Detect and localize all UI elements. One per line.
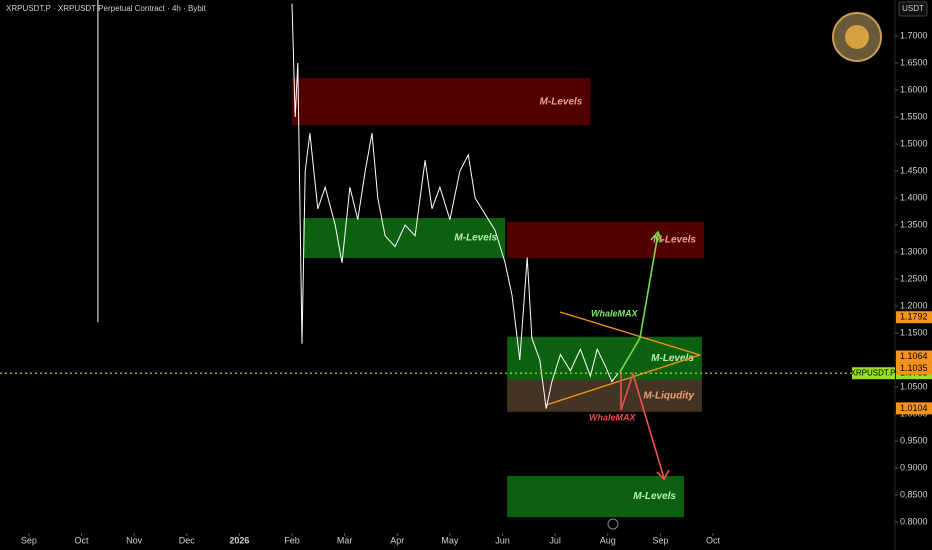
y-tick-label: 1.6000: [900, 84, 928, 94]
trend-line: [559, 311, 701, 356]
x-tick-label: Apr: [390, 535, 404, 545]
y-tick-label: 1.4000: [900, 192, 928, 202]
x-tick-label: Oct: [75, 535, 90, 545]
zone: [303, 217, 506, 258]
zone-label: M-Levels: [454, 233, 497, 244]
zone-label: M-Levels: [540, 96, 583, 107]
zone: [507, 221, 705, 258]
y-tick-label: 1.6500: [900, 57, 928, 67]
zone: [507, 476, 685, 518]
trend-line: [545, 354, 701, 406]
up-arrow-head: [650, 230, 663, 243]
price-line: [97, 0, 619, 409]
price-tag-label: 1.1035: [900, 363, 928, 373]
x-tick-label: May: [441, 535, 459, 545]
icon: [607, 518, 619, 530]
y-tick-label: 1.2500: [900, 273, 928, 283]
currency: USDT: [902, 4, 924, 13]
logo: [832, 12, 882, 62]
y-tick-label: 1.5500: [900, 111, 928, 121]
y-tick-label: 1.7000: [900, 30, 928, 40]
down-arrow: [620, 371, 665, 479]
price-tag-label: 1.1064: [900, 351, 928, 361]
zones: M-Levels M-Levels M-Levels M-Levels M-Liqudi…: [292, 78, 705, 518]
x-tick-label: Sep: [652, 535, 668, 545]
current-name-tag: [852, 367, 895, 380]
zone-label: M-Levels: [633, 491, 676, 502]
y-tick-label: 1.4500: [900, 165, 928, 175]
y-tick-label: 1.2000: [900, 300, 928, 310]
annotation: WhaleMAX: [591, 308, 639, 318]
price-tag: [896, 311, 932, 324]
x-tick-label: Jun: [495, 535, 510, 545]
price-tag-label: 1.1792: [900, 312, 928, 322]
y-tick-label: 0.9000: [900, 462, 928, 472]
zone: [292, 78, 591, 126]
current-name: XRPUSDT.P: [851, 368, 896, 377]
price-tag: [896, 362, 932, 375]
x-tick-label: 2026: [229, 535, 249, 545]
up-arrow: [619, 233, 659, 373]
y-tick-label: 0.8500: [900, 489, 928, 499]
currency-box: [898, 1, 928, 17]
x-tick-label: Jul: [549, 535, 561, 545]
down-arrow-head: [656, 469, 670, 481]
zone: [507, 379, 702, 412]
x-tick-label: Oct: [706, 535, 721, 545]
x-tick-label: Sep: [21, 535, 37, 545]
x-tick-label: Mar: [337, 535, 353, 545]
y-tick-label: 1.5000: [900, 138, 928, 148]
price-tag: [896, 350, 932, 363]
y-tick-label: 0.8000: [900, 516, 928, 526]
y-tick-label: 1.0500: [900, 381, 928, 391]
x-tick-label: Aug: [600, 535, 616, 545]
logo-coin: [845, 25, 869, 49]
x-tick-label: Nov: [126, 535, 143, 545]
chart-title: XRPUSDT.P · XRPUSDT Perpetual Contract ·…: [6, 4, 207, 13]
price-tag: [896, 402, 932, 415]
y-tick-label: 1.3500: [900, 219, 928, 229]
x-tick-label: Dec: [179, 535, 196, 545]
y-tick-label: 1.3000: [900, 246, 928, 256]
annotation: WhaleMAX: [589, 412, 637, 422]
price-tag-label: 1.0104: [900, 403, 928, 413]
annotations: WhaleMAX WhaleMAX: [545, 230, 701, 530]
zone-label: M-Levels: [651, 353, 694, 364]
zone-label: M-Levels: [653, 234, 696, 245]
y-tick-label: 1.1500: [900, 327, 928, 337]
x-tick-label: Feb: [284, 535, 300, 545]
zone-label: M-Liqudity: [643, 391, 694, 402]
y-tick-label: 0.9500: [900, 435, 928, 445]
